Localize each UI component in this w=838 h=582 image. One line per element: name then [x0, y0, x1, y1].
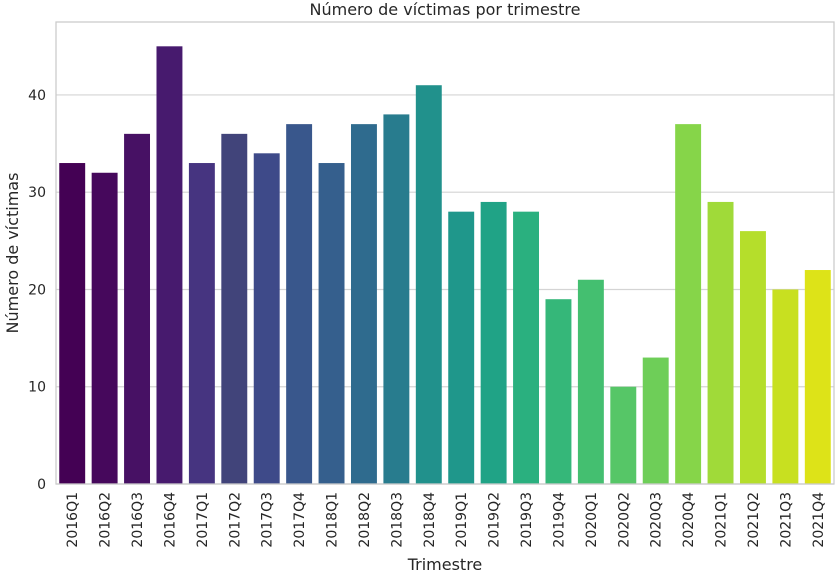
- bar-2020Q4: [675, 124, 702, 484]
- y-tick-labels: 0 10 20 30 40: [28, 88, 46, 493]
- x-tick-label: 2021Q4: [811, 492, 827, 548]
- y-tick-label: 10: [28, 380, 46, 396]
- bar-2018Q3: [383, 114, 410, 485]
- y-axis-label: Número de víctimas: [3, 173, 22, 334]
- bar-2019Q2: [480, 201, 507, 485]
- x-tick-label: 2016Q2: [98, 492, 114, 548]
- x-tick-label: 2020Q2: [616, 492, 632, 548]
- bar-2017Q1: [188, 163, 215, 484]
- x-tick-label: 2018Q4: [422, 492, 438, 548]
- y-tick-label: 30: [28, 185, 46, 201]
- x-tick-label: 2020Q3: [649, 492, 665, 548]
- x-tick-label: 2019Q4: [551, 492, 567, 548]
- bar-2021Q2: [739, 231, 766, 484]
- x-tick-label: 2017Q2: [227, 492, 243, 548]
- x-tick-label: 2017Q3: [260, 492, 276, 548]
- x-tick-label: 2019Q1: [454, 492, 470, 548]
- x-tick-label: 2017Q4: [292, 492, 308, 548]
- x-tick-label: 2016Q4: [162, 492, 178, 548]
- bar-2019Q4: [545, 299, 572, 484]
- bar-2016Q2: [91, 172, 118, 485]
- x-tick-label: 2020Q1: [584, 492, 600, 548]
- bar-2020Q3: [642, 357, 669, 484]
- bars: [59, 46, 831, 485]
- x-tick-label: 2018Q1: [325, 492, 341, 548]
- x-tick-label: 2017Q1: [195, 492, 211, 548]
- bar-2021Q3: [772, 289, 799, 484]
- bar-2018Q4: [415, 85, 442, 484]
- bar-2016Q3: [124, 133, 151, 484]
- plot-frame: [55, 21, 835, 485]
- x-tick-label: 2021Q3: [778, 492, 794, 548]
- x-tick-label: 2016Q1: [65, 492, 81, 548]
- y-tick-label: 0: [37, 477, 46, 493]
- x-axis-label: Trimestre: [407, 555, 483, 574]
- bar-2018Q1: [318, 163, 345, 484]
- bar-2017Q4: [286, 124, 313, 484]
- x-tick-label: 2019Q2: [487, 492, 503, 548]
- x-tick-label: 2016Q3: [130, 492, 146, 548]
- x-tick-labels: 2016Q1 2016Q2 2016Q3 2016Q4 2017Q1 2017Q2 2017…: [65, 492, 827, 548]
- x-tick-label: 2018Q3: [389, 492, 405, 548]
- bar-2017Q2: [221, 133, 248, 484]
- bar-2018Q2: [350, 124, 377, 484]
- bar-2020Q1: [577, 279, 604, 484]
- bar-2016Q1: [59, 163, 86, 484]
- x-tick-label: 2021Q1: [714, 492, 730, 548]
- bar-2020Q2: [610, 386, 637, 484]
- x-tick-label: 2020Q4: [681, 492, 697, 548]
- x-tick-label: 2019Q3: [519, 492, 535, 548]
- bar-2016Q4: [156, 46, 183, 484]
- bar-2021Q4: [804, 270, 831, 484]
- bar-2019Q3: [513, 211, 540, 485]
- bar-2017Q3: [253, 153, 280, 484]
- chart-title: Número de víctimas por trimestre: [310, 0, 581, 19]
- bar-2019Q1: [448, 211, 475, 485]
- y-tick-label: 40: [28, 88, 46, 104]
- x-tick-label: 2021Q2: [746, 492, 762, 548]
- bar-2021Q1: [707, 201, 734, 485]
- y-tick-label: 20: [28, 282, 46, 298]
- x-tick-label: 2018Q2: [357, 492, 373, 548]
